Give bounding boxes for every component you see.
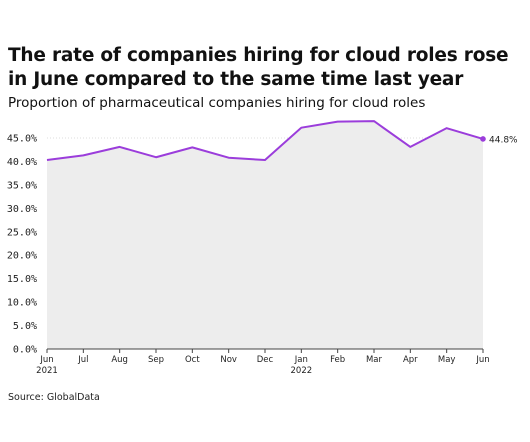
chart-subtitle: Proportion of pharmaceutical companies h… <box>8 95 426 111</box>
area-fill <box>47 121 483 350</box>
x-tick-label: Mar <box>366 355 383 365</box>
x-tick-label: Nov <box>220 355 237 365</box>
x-tick-label: Jun <box>475 355 489 365</box>
y-tick-label: 45.0% <box>7 134 37 145</box>
series-line <box>46 120 484 162</box>
y-tick-label: 35.0% <box>7 180 37 191</box>
y-tick-label: 15.0% <box>7 274 37 285</box>
x-tick-label: Jan <box>294 355 308 365</box>
x-tick-year-label: 2021 <box>36 366 58 376</box>
source-note: Source: GlobalData <box>8 392 100 403</box>
x-tick-year-label: 2022 <box>291 366 313 376</box>
y-tick-label: 25.0% <box>7 227 37 238</box>
x-tick-label: Feb <box>330 355 345 365</box>
chart-title: The rate of companies hiring for cloud r… <box>8 45 509 90</box>
y-tick-label: 0.0% <box>13 345 37 356</box>
x-tick-label: Oct <box>185 355 200 365</box>
y-tick-label: 40.0% <box>7 157 37 168</box>
x-tick-label: Sep <box>148 355 164 365</box>
y-tick-label: 5.0% <box>13 321 37 332</box>
x-tick-label: May <box>438 355 456 365</box>
last-point-marker <box>480 136 486 142</box>
y-tick-label: 20.0% <box>7 251 37 262</box>
y-tick-label: 10.0% <box>7 298 37 309</box>
x-tick-label: Apr <box>403 355 418 365</box>
x-tick-label: Jun <box>39 355 53 365</box>
x-tick-label: Aug <box>111 355 128 365</box>
x-tick-label: Jul <box>77 355 88 365</box>
x-tick-label: Dec <box>257 355 274 365</box>
last-point-label: 44.8% <box>489 135 518 145</box>
y-tick-label: 30.0% <box>7 204 37 215</box>
